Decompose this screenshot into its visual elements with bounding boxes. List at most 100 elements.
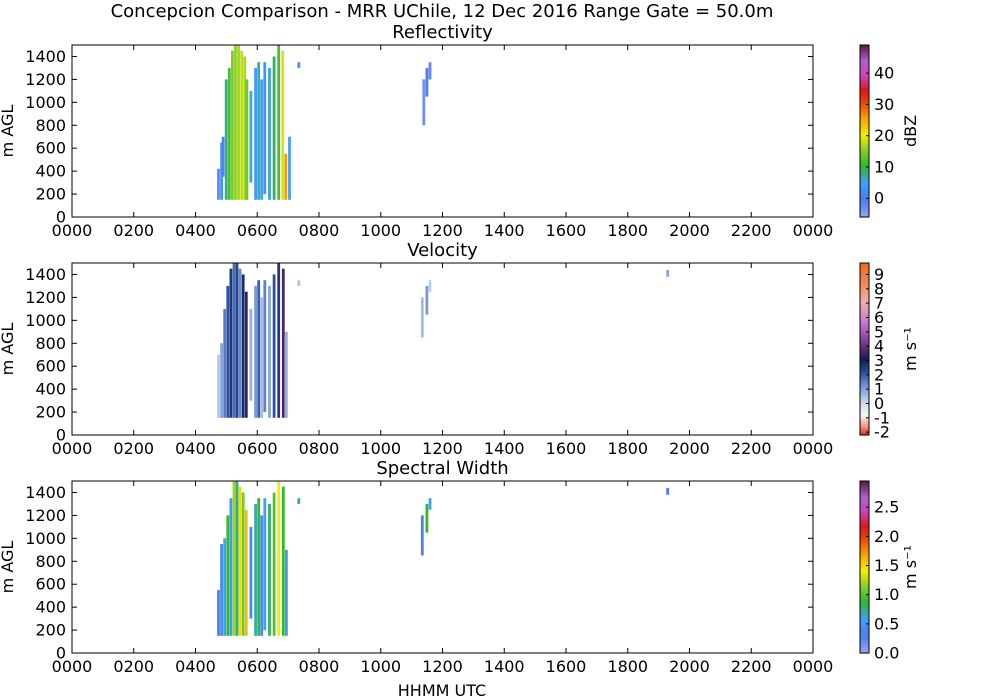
panel-title: Velocity (407, 240, 478, 261)
colorbar-segment (860, 392, 869, 396)
colorbar-segment (860, 274, 869, 278)
colorbar-tick-label: 2 (874, 365, 884, 384)
data-cell (220, 544, 223, 636)
colorbar-segment (860, 82, 869, 86)
colorbar-segment (860, 334, 869, 339)
y-tick-label: 400 (35, 380, 66, 399)
y-tick-label: 600 (35, 139, 66, 158)
x-tick-label: 0000 (793, 439, 834, 458)
colorbar-segment (860, 420, 869, 425)
x-tick-label: 1000 (360, 221, 401, 240)
data-cell (420, 297, 424, 338)
data-cell (254, 503, 257, 636)
data-cell (224, 79, 228, 200)
y-axis-label: m AGL (0, 541, 17, 594)
data-cell (263, 62, 267, 195)
colorbar-segment (860, 182, 869, 187)
data-cell (420, 515, 424, 556)
data-cell (260, 79, 264, 200)
x-tick-label: 0000 (52, 439, 93, 458)
x-tick-label: 2000 (669, 221, 710, 240)
colorbar-segment (860, 102, 869, 106)
colorbar-tick-label: 10 (874, 157, 894, 176)
colorbar-tick-label: 1 (874, 380, 884, 399)
colorbar-segment (860, 538, 869, 542)
colorbar-segment (860, 323, 869, 327)
colorbar-segment (860, 211, 869, 215)
colorbar-segment (860, 291, 869, 296)
y-tick-label: 1200 (25, 70, 66, 89)
data-cell (254, 285, 257, 418)
colorbar-segment (860, 627, 869, 631)
y-tick-label: 400 (35, 162, 66, 181)
colorbar-segment (860, 601, 869, 605)
x-tick-label: 0800 (299, 221, 340, 240)
colorbar-tick-label: 1.0 (874, 585, 899, 604)
colorbar-segment (860, 400, 869, 405)
colorbar-segment (860, 618, 869, 623)
colorbar-tick-label: 9 (874, 265, 884, 284)
colorbar-segment (860, 423, 869, 427)
data-cell (297, 498, 301, 504)
colorbar-segment (860, 47, 869, 52)
data-cell (428, 62, 432, 80)
colorbar-segment (860, 326, 869, 330)
x-tick-label: 0400 (175, 439, 216, 458)
colorbar-segment (860, 429, 869, 433)
colorbar-segment (860, 374, 869, 379)
colorbar-segment (860, 489, 869, 494)
x-tick-label: 0000 (52, 221, 93, 240)
data-cell (281, 50, 285, 200)
data-cell (220, 142, 223, 200)
y-tick-label: 200 (35, 621, 66, 640)
x-tick-label: 1600 (546, 221, 587, 240)
colorbar-segment (860, 521, 869, 525)
data-cell (277, 263, 281, 418)
colorbar-segment (860, 188, 869, 192)
colorbar-segment (860, 168, 869, 172)
colorbar-tick-label: 0 (874, 394, 884, 413)
data-cell (232, 263, 236, 418)
colorbar-segment (860, 162, 869, 166)
y-tick-label: 0 (56, 426, 66, 445)
colorbar-segment (860, 569, 869, 574)
colorbar-segment (860, 165, 869, 169)
colorbar-segment (860, 592, 869, 597)
colorbar-segment (860, 214, 869, 218)
colorbar-segment (860, 331, 869, 336)
data-cell (240, 50, 244, 200)
figure-title: Concepcion Comparison - MRR UChile, 12 D… (111, 1, 774, 22)
colorbar-segment (860, 297, 869, 301)
data-cell (425, 285, 429, 315)
colorbar-tick-label: 2.0 (874, 527, 899, 546)
x-tick-label: 0400 (175, 657, 216, 676)
colorbar-segment (860, 308, 869, 313)
colorbar-segment (860, 320, 869, 324)
data-cell (666, 269, 670, 277)
colorbar-segment (860, 300, 869, 304)
colorbar-segment (860, 283, 869, 287)
data-cell (243, 56, 247, 200)
data-cell (237, 45, 240, 200)
data-cell (277, 45, 281, 200)
data-cell (220, 343, 223, 418)
data-cell (235, 481, 239, 636)
colorbar-tick-label: 2.5 (874, 498, 899, 517)
data-cell (238, 268, 242, 418)
colorbar-tick-label: 20 (874, 126, 894, 145)
y-tick-label: 800 (35, 334, 66, 353)
y-tick-label: 200 (35, 403, 66, 422)
y-tick-label: 600 (35, 357, 66, 376)
data-cell (254, 67, 257, 200)
colorbar-segment (860, 119, 869, 123)
data-cell (217, 354, 220, 418)
data-cell (272, 56, 276, 200)
data-cell (249, 90, 253, 183)
data-cell (235, 263, 239, 418)
colorbar-frame (859, 480, 870, 654)
data-cell (217, 168, 220, 200)
colorbar-segment (860, 90, 869, 95)
colorbar-segment (860, 541, 869, 545)
